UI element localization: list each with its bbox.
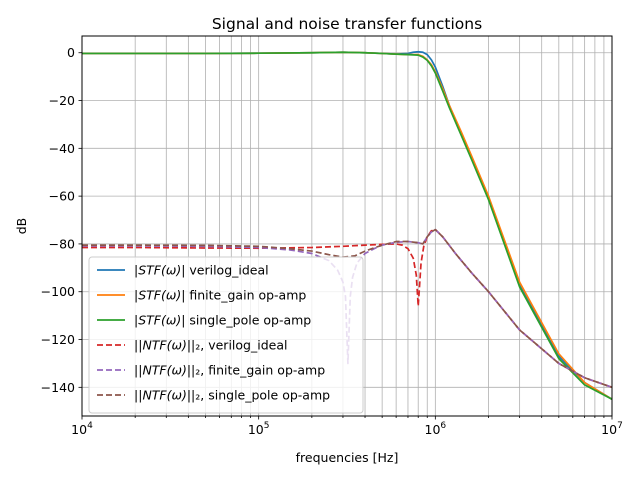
legend-label: |STF(ω)| finite_gain op-amp <box>134 288 306 303</box>
legend: |STF(ω)| verilog_ideal |STF(ω)| finite_ga… <box>88 256 364 414</box>
x-tick-label: 105 <box>248 421 270 437</box>
x-tick-label: 104 <box>71 421 93 437</box>
y-tick-label: −20 <box>49 93 75 108</box>
legend-label: ||NTF(ω)||₂, single_pole op-amp <box>134 388 330 403</box>
legend-label: |STF(ω)| single_pole op-amp <box>134 313 311 328</box>
chart-title: Signal and noise transfer functions <box>212 15 482 33</box>
series-line-3 <box>82 51 612 401</box>
legend-label: |STF(ω)| verilog_ideal <box>134 263 269 278</box>
y-tick-label: 0 <box>67 45 75 60</box>
x-tick-label: 107 <box>601 421 623 437</box>
y-tick-label: −40 <box>49 141 75 156</box>
y-tick-label: −60 <box>49 189 75 204</box>
y-axis-label: dB <box>14 218 29 235</box>
y-tick-label: −140 <box>41 380 75 395</box>
plot-lines <box>82 50 612 401</box>
axis-ticks: 104 105 106 107 0 −20 −40 −60 −80 −100 −120 −140 <box>41 45 623 437</box>
series-line-6 <box>82 228 612 389</box>
plot-frame <box>81 35 613 417</box>
y-tick-label: −120 <box>41 332 75 347</box>
legend-box <box>88 256 364 414</box>
legend-label: ||NTF(ω)||₂, verilog_ideal <box>134 338 287 353</box>
y-tick-label: −100 <box>41 284 75 299</box>
x-tick-label: 106 <box>425 421 447 437</box>
x-axis-label: frequencies [Hz] <box>296 450 399 465</box>
legend-label: ||NTF(ω)||₂, finite_gain op-amp <box>134 363 325 378</box>
y-tick-label: −80 <box>49 236 75 251</box>
